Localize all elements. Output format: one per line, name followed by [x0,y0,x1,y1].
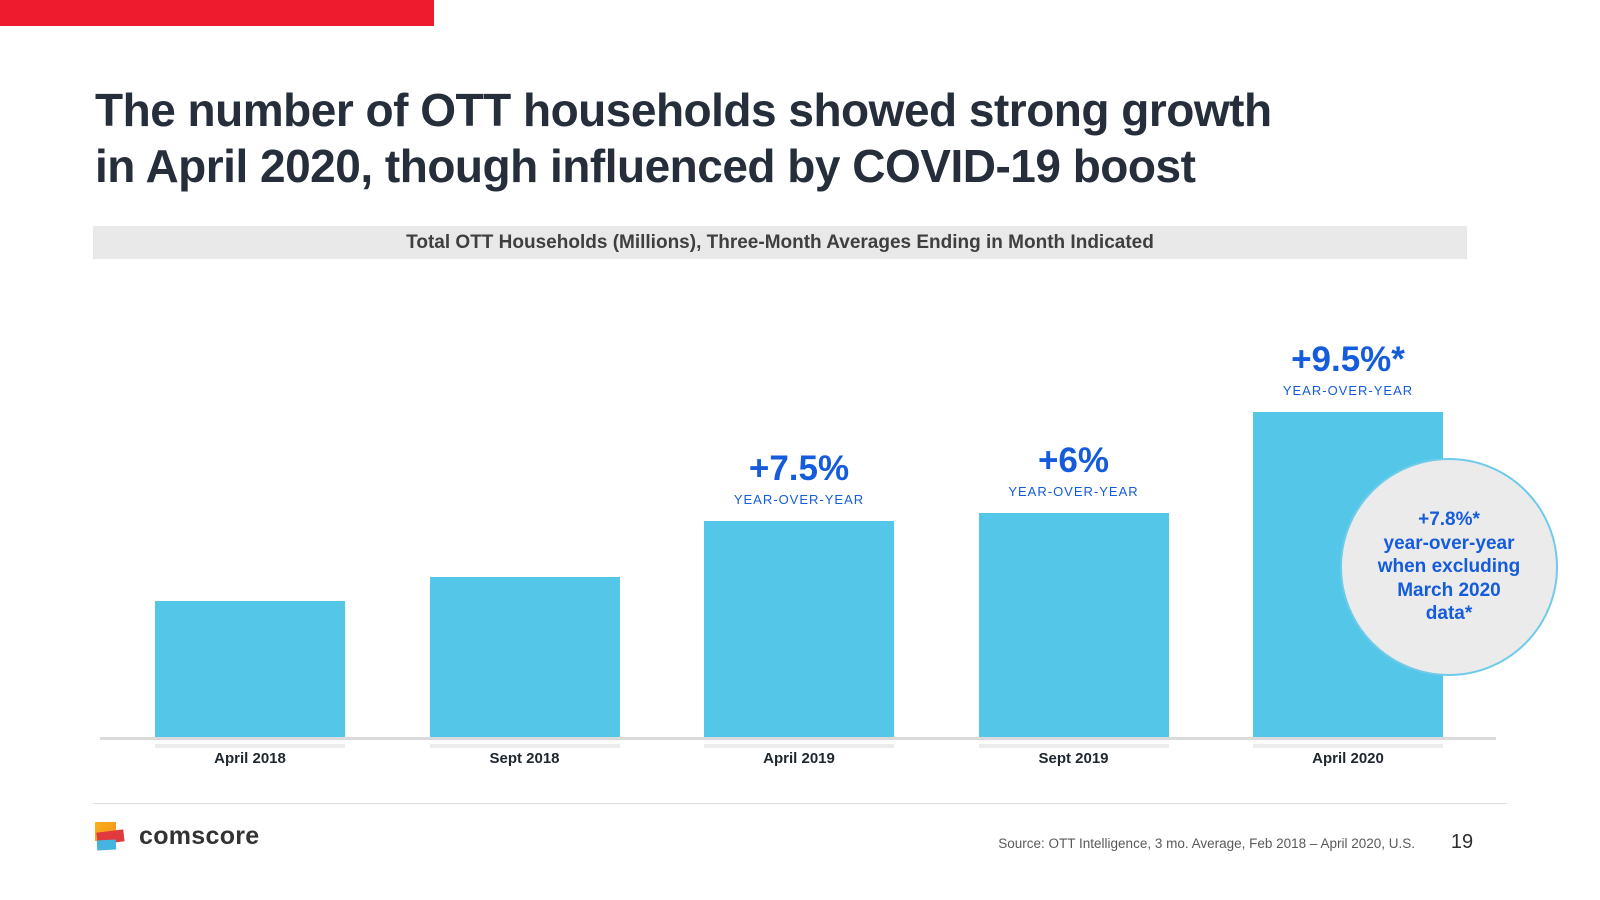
x-axis-label: April 2020 [1312,750,1384,767]
slide-title: The number of OTT households showed stro… [95,82,1495,194]
chart-subtitle-banner: Total OTT Households (Millions), Three-M… [93,226,1467,259]
growth-sublabel: YEAR-OVER-YEAR [733,492,865,507]
comscore-logo: comscore [95,818,260,854]
top-accent-bar [0,0,434,26]
growth-percent: +7.5% [748,449,850,488]
comscore-logo-icon [95,820,127,852]
comscore-wordmark: comscore [139,821,260,850]
bar-sept-2019 [978,513,1169,737]
slide-title-line2: in April 2020, though influenced by COVI… [95,140,1196,192]
growth-annotation: +9.5%* YEAR-OVER-YEAR [1188,340,1508,399]
chart-subtitle-text: Total OTT Households (Millions), Three-M… [406,231,1154,253]
callout-line: when excluding [1377,556,1521,578]
growth-percent: +9.5%* [1291,340,1405,379]
x-axis-label: Sept 2019 [1038,750,1109,767]
callout-circle: +7.8%* year-over-year when excluding March … [1340,458,1558,676]
page-number: 19 [1450,831,1474,853]
growth-annotation: +6% YEAR-OVER-YEAR [914,441,1234,500]
growth-annotation: +7.5% YEAR-OVER-YEAR [639,449,959,508]
callout-line: data* [1425,603,1473,625]
x-axis-label: Sept 2018 [489,750,560,767]
growth-percent: +6% [1037,441,1110,480]
bar-april-2018 [155,601,345,737]
bar-reflection [1253,744,1443,748]
growth-sublabel: YEAR-OVER-YEAR [1008,484,1139,499]
growth-sublabel: YEAR-OVER-YEAR [1282,383,1414,398]
x-axis-label: April 2018 [214,750,286,767]
callout-line: +7.8%* [1418,509,1480,531]
bar-reflection [704,744,894,748]
x-axis-line [100,737,1496,740]
bar-april-2019 [704,521,894,737]
bar-reflection [155,744,345,748]
bar-sept-2018 [429,577,620,737]
source-note: Source: OTT Intelligence, 3 mo. Average,… [998,836,1415,851]
callout-text: +7.8%* year-over-year when excluding March … [1378,508,1521,626]
x-axis-label: April 2019 [763,750,835,767]
callout-line: year-over-year [1383,532,1515,554]
callout-line: March 2020 [1397,579,1501,601]
bar-reflection [978,744,1169,748]
footer-divider [93,803,1507,804]
logo-blue-shape [96,839,117,851]
slide-title-line1: The number of OTT households showed stro… [95,84,1272,136]
bar-reflection [429,744,620,748]
